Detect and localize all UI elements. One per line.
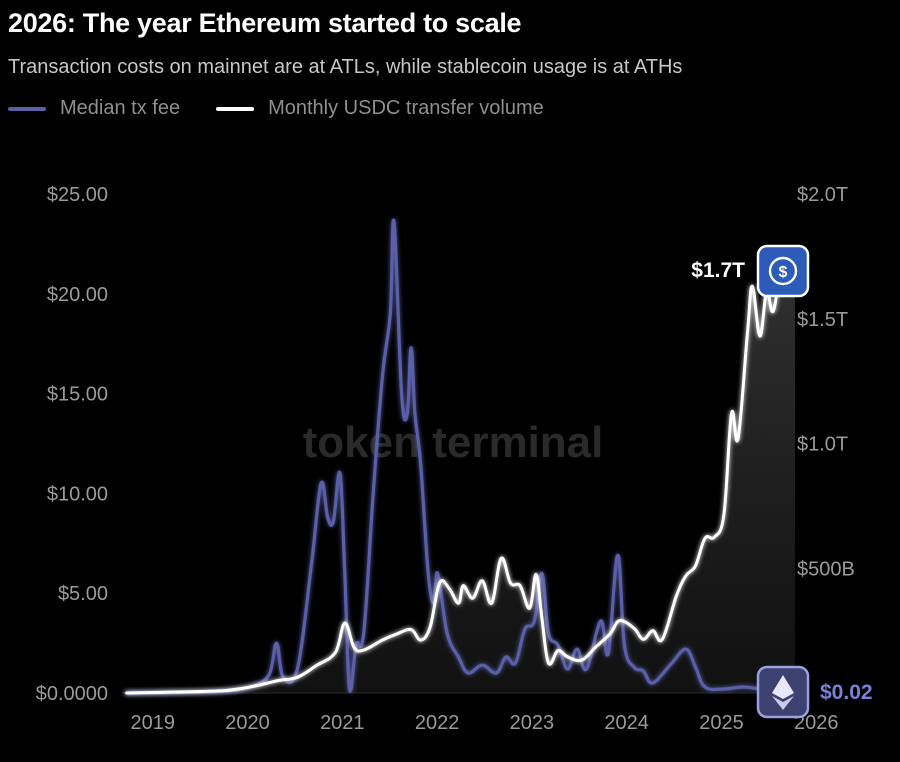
x-tick-label: 2024: [604, 712, 649, 734]
x-tick-label: 2021: [320, 712, 365, 734]
chart-legend: Median tx fee Monthly USDC transfer volu…: [8, 97, 580, 120]
legend-swatch-usdc-volume: [216, 106, 255, 111]
x-tick-label: 2020: [225, 712, 270, 734]
chart-title: 2026: The year Ethereum started to scale: [8, 8, 522, 38]
legend-item-usdc-volume[interactable]: Monthly USDC transfer volume: [216, 97, 544, 120]
usdc-badge: [756, 244, 810, 298]
y-left-tick-label: $15.00: [47, 384, 108, 406]
legend-label-median-tx-fee: Median tx fee: [60, 97, 181, 119]
x-tick-label: 2026: [794, 712, 839, 734]
y-left-tick-label: $5.00: [58, 583, 108, 605]
ethereum-icon: [772, 675, 794, 699]
y-right-tick-label: $500B: [797, 558, 855, 580]
fee-end-label: $0.02: [820, 681, 873, 704]
legend-item-median-tx-fee[interactable]: Median tx fee: [8, 97, 180, 120]
usdc-volume-area: [126, 261, 795, 693]
series-line-median-tx-fee: [125, 218, 797, 695]
series-line-usdc-volume: [125, 259, 797, 695]
y-left-tick-label: $20.00: [47, 284, 108, 306]
y-right-tick-label: $1.5T: [797, 309, 848, 331]
ethereum-icon-lower: [772, 696, 794, 710]
y-left-tick-label: $0.0000: [36, 683, 108, 705]
y-right-tick-label: $2.0T: [797, 184, 848, 206]
y-left-tick-label: $10.00: [47, 483, 108, 505]
legend-swatch-median-tx-fee: [8, 106, 46, 111]
x-tick-label: 2023: [510, 712, 555, 734]
usdc-end-label: $1.7T: [691, 259, 745, 282]
y-left-tick-label: $25.00: [47, 184, 108, 206]
usdc-icon: [768, 256, 798, 286]
chart-subtitle: Transaction costs on mainnet are at ATLs…: [8, 56, 683, 78]
x-tick-label: 2025: [699, 712, 744, 734]
watermark: token terminal: [303, 418, 604, 467]
usdc-icon-glyph: $: [779, 264, 788, 281]
legend-label-usdc-volume: Monthly USDC transfer volume: [268, 97, 544, 119]
x-tick-label: 2019: [130, 712, 175, 734]
x-tick-label: 2022: [415, 712, 460, 734]
y-right-tick-label: $1.0T: [797, 434, 848, 456]
